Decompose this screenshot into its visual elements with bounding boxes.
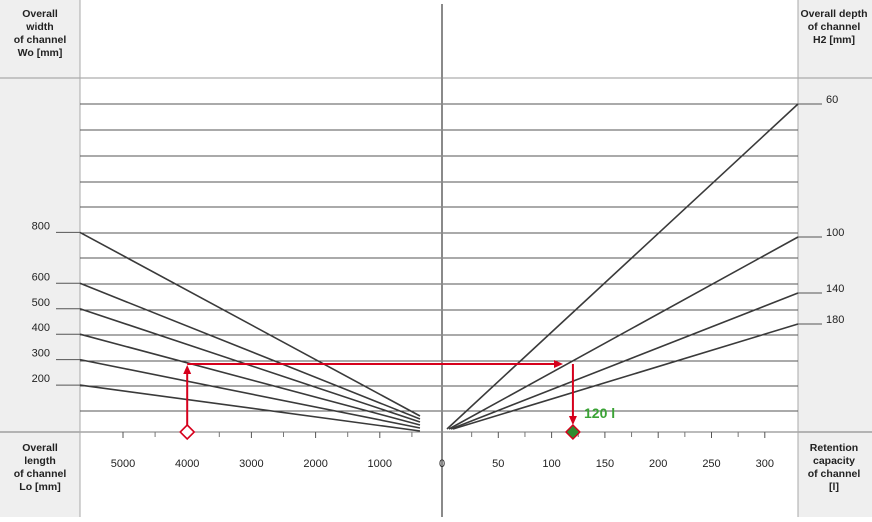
width-line-600 bbox=[79, 282, 421, 420]
example-down-arrow-head bbox=[568, 416, 577, 425]
capacity-tick-label-50: 50 bbox=[492, 458, 504, 470]
depth-line-60 bbox=[446, 103, 799, 430]
depth-tick-label-100: 100 bbox=[826, 227, 844, 239]
length-tick-label-3000: 3000 bbox=[239, 458, 263, 470]
example-result-label: 120 l bbox=[584, 405, 615, 421]
length-tick-label-5000: 5000 bbox=[111, 458, 135, 470]
depth-line-180 bbox=[452, 323, 799, 430]
length-axis-title: Lo [mm] bbox=[19, 481, 60, 493]
capacity-axis-title: [l] bbox=[829, 481, 839, 493]
width-line-300 bbox=[79, 358, 421, 429]
capacity-axis-title: Retention bbox=[810, 442, 858, 454]
length-tick-label-4000: 4000 bbox=[175, 458, 199, 470]
example-up-arrow-head bbox=[183, 365, 192, 374]
length-tick-label-2000: 2000 bbox=[303, 458, 327, 470]
width-line-400 bbox=[79, 333, 421, 426]
length-axis-title: Overall bbox=[22, 442, 58, 454]
width-tick-label-400: 400 bbox=[32, 322, 50, 334]
length-tick-label-0: 0 bbox=[439, 458, 445, 470]
width-axis-title: Wo [mm] bbox=[18, 47, 63, 59]
length-tick-label-1000: 1000 bbox=[368, 458, 392, 470]
capacity-tick-label-150: 150 bbox=[596, 458, 614, 470]
width-tick-label-300: 300 bbox=[32, 348, 50, 360]
width-tick-label-200: 200 bbox=[32, 373, 50, 385]
depth-tick-label-60: 60 bbox=[826, 94, 838, 106]
depth-axis-title: H2 [mm] bbox=[813, 34, 855, 46]
depth-tick-label-140: 140 bbox=[826, 283, 844, 295]
capacity-tick-label-100: 100 bbox=[542, 458, 560, 470]
depth-axis-title: of channel bbox=[808, 21, 861, 33]
width-axis-title: width bbox=[25, 21, 53, 33]
width-tick-label-500: 500 bbox=[32, 297, 50, 309]
capacity-tick-label-300: 300 bbox=[756, 458, 774, 470]
right-panel bbox=[798, 0, 872, 517]
left-panel bbox=[0, 0, 80, 517]
example-horizontal-arrow-head bbox=[554, 360, 563, 368]
depth-tick-label-180: 180 bbox=[826, 314, 844, 326]
depth-axis-title: Overall depth bbox=[800, 8, 867, 20]
width-line-800 bbox=[79, 231, 421, 417]
length-axis-title: of channel bbox=[14, 468, 67, 480]
capacity-axis-title: capacity bbox=[813, 455, 855, 467]
width-line-500 bbox=[79, 307, 421, 423]
width-line-200 bbox=[79, 384, 421, 432]
example-result-marker bbox=[564, 424, 581, 440]
capacity-tick-label-200: 200 bbox=[649, 458, 667, 470]
capacity-axis-title: of channel bbox=[808, 468, 861, 480]
width-axis-title: of channel bbox=[14, 34, 67, 46]
width-tick-label-600: 600 bbox=[32, 271, 50, 283]
width-tick-label-800: 800 bbox=[32, 220, 50, 232]
capacity-tick-label-250: 250 bbox=[702, 458, 720, 470]
depth-line-140 bbox=[450, 292, 799, 430]
depth-line-100 bbox=[448, 236, 799, 430]
width-axis-title: Overall bbox=[22, 8, 58, 20]
length-axis-title: length bbox=[24, 455, 56, 467]
example-start-marker bbox=[179, 423, 196, 441]
